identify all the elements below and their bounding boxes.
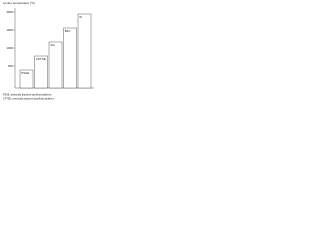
node-box (19, 69, 34, 89)
tick-label: 1000 (6, 46, 13, 50)
title: Limiter temperature (°C) (3, 1, 35, 5)
tick-label: 1500 (6, 28, 13, 32)
node-label: W (79, 15, 82, 19)
boxes: PSSE CPTSE SiC B4C W (19, 13, 92, 89)
page: {"title": "Limiter temperature (°C)", "a… (0, 0, 100, 106)
tick-label: 500 (8, 64, 13, 68)
node-box (48, 41, 63, 89)
note: CPTSE: chemically attached sacrificial a… (3, 98, 55, 101)
node-label: SiC (50, 43, 56, 47)
ticks: 2000 1500 1000 500 (6, 10, 15, 68)
node-label: CPTSE (36, 57, 46, 61)
node-box (77, 13, 92, 89)
node-label: PSSE (21, 71, 29, 75)
note: PSSE: physically attached sacrificial ad… (3, 94, 52, 97)
diagram: Limiter temperature (°C) 2000 1500 1000 500… (3, 1, 94, 101)
tick-label: 2000 (6, 10, 13, 14)
node-box (63, 27, 77, 89)
node-box (34, 55, 48, 89)
node-label: B4C (65, 29, 72, 33)
